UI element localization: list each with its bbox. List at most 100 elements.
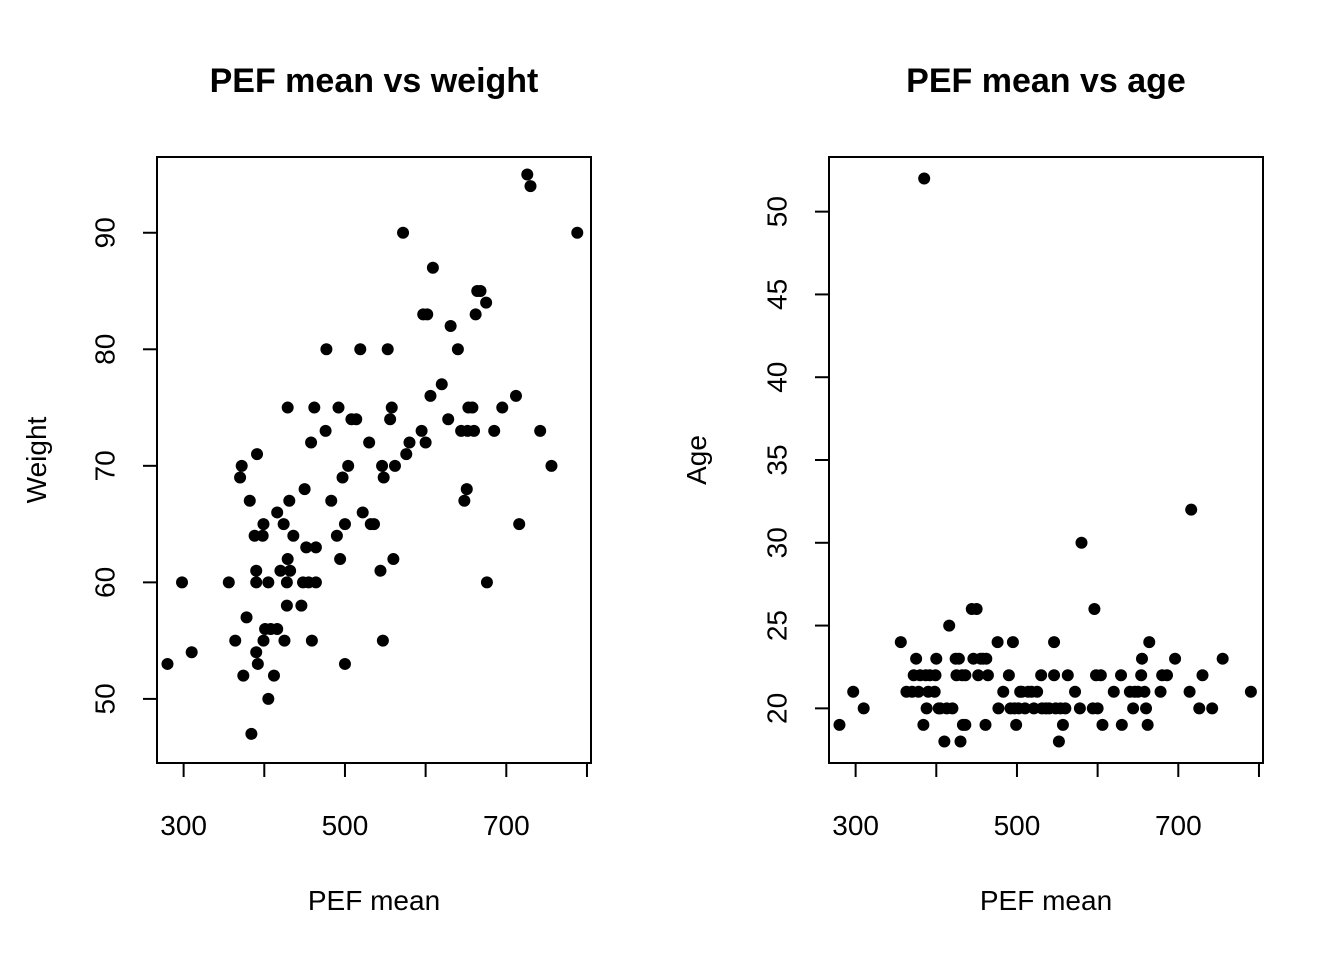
data-point <box>1185 503 1198 516</box>
data-point <box>521 168 534 181</box>
data-point <box>161 657 174 670</box>
data-point <box>1073 702 1086 715</box>
data-point <box>1031 685 1044 698</box>
data-point <box>943 619 956 632</box>
data-point <box>917 718 930 731</box>
data-point <box>918 172 931 185</box>
data-point <box>979 718 992 731</box>
data-point <box>250 564 263 577</box>
data-point <box>1010 718 1023 731</box>
data-point <box>1048 669 1061 682</box>
data-point <box>1169 652 1182 665</box>
data-point <box>419 436 432 449</box>
data-point <box>1135 652 1148 665</box>
data-point <box>287 529 300 542</box>
data-points <box>161 168 584 740</box>
data-point <box>403 436 416 449</box>
data-point <box>271 506 284 519</box>
data-point <box>305 634 318 647</box>
data-point <box>1091 702 1104 715</box>
chart-title: PEF mean vs age <box>906 62 1186 100</box>
data-point <box>354 343 367 356</box>
data-point <box>1056 718 1069 731</box>
data-point <box>442 413 455 426</box>
data-point <box>281 401 294 414</box>
data-point <box>1244 685 1257 698</box>
data-point <box>368 518 380 531</box>
data-point <box>1216 652 1229 665</box>
data-point <box>929 669 942 682</box>
data-point <box>1161 669 1174 682</box>
data-point <box>545 459 558 472</box>
data-point <box>257 634 270 647</box>
data-point <box>235 459 248 472</box>
x-tick-label: 300 <box>832 810 879 841</box>
data-point <box>1069 685 1082 698</box>
data-point <box>930 652 943 665</box>
data-point <box>374 564 387 577</box>
data-point <box>334 553 347 566</box>
data-point <box>912 685 925 698</box>
data-point <box>435 378 448 391</box>
data-point <box>1127 702 1140 715</box>
data-point <box>1094 669 1107 682</box>
data-point <box>397 226 410 239</box>
data-point <box>320 343 333 356</box>
data-point <box>1048 636 1061 649</box>
x-tick-label: 700 <box>1155 810 1202 841</box>
data-point <box>857 702 870 715</box>
data-point <box>274 564 287 577</box>
data-point <box>1183 685 1196 698</box>
data-point <box>277 518 290 531</box>
x-axis: 300 500 700 <box>832 762 1260 841</box>
plot-frame <box>156 156 592 764</box>
data-point <box>524 180 537 193</box>
y-tick-label: 50 <box>90 683 121 714</box>
data-point <box>426 261 439 274</box>
data-point <box>330 529 343 542</box>
data-point <box>284 564 297 577</box>
y-tick-label: 60 <box>90 567 121 598</box>
data-point <box>222 576 235 589</box>
data-point <box>571 226 584 239</box>
data-point <box>1115 718 1128 731</box>
data-point <box>1196 669 1209 682</box>
y-tick-label: 70 <box>90 450 121 481</box>
data-point <box>338 518 351 531</box>
data-point <box>384 413 397 426</box>
data-point <box>480 296 493 309</box>
data-point <box>240 611 253 624</box>
data-point <box>451 343 464 356</box>
data-point <box>480 576 493 589</box>
y-tick-label: 35 <box>762 444 793 475</box>
data-point <box>281 553 294 566</box>
data-point <box>305 436 318 449</box>
data-point <box>1107 685 1120 698</box>
data-point <box>176 576 189 589</box>
data-point <box>458 494 471 507</box>
data-point <box>250 576 263 589</box>
data-point <box>309 576 322 589</box>
data-point <box>229 634 242 647</box>
data-point <box>309 541 322 554</box>
data-point <box>243 494 256 507</box>
data-point <box>385 401 398 414</box>
x-axis: 300 500 700 <box>160 762 588 841</box>
data-point <box>1059 702 1072 715</box>
data-point <box>1061 669 1074 682</box>
data-point <box>245 727 258 740</box>
data-point <box>1006 636 1019 649</box>
data-point <box>847 685 860 698</box>
data-point <box>262 576 275 589</box>
data-point <box>1141 718 1154 731</box>
data-point <box>972 669 985 682</box>
data-point <box>928 685 941 698</box>
data-point <box>338 657 351 670</box>
data-point <box>1135 669 1148 682</box>
y-tick-label: 50 <box>762 196 793 227</box>
data-point <box>332 401 345 414</box>
x-tick-label: 700 <box>483 810 530 841</box>
data-point <box>1206 702 1219 715</box>
data-point <box>460 483 473 496</box>
data-point <box>376 634 389 647</box>
